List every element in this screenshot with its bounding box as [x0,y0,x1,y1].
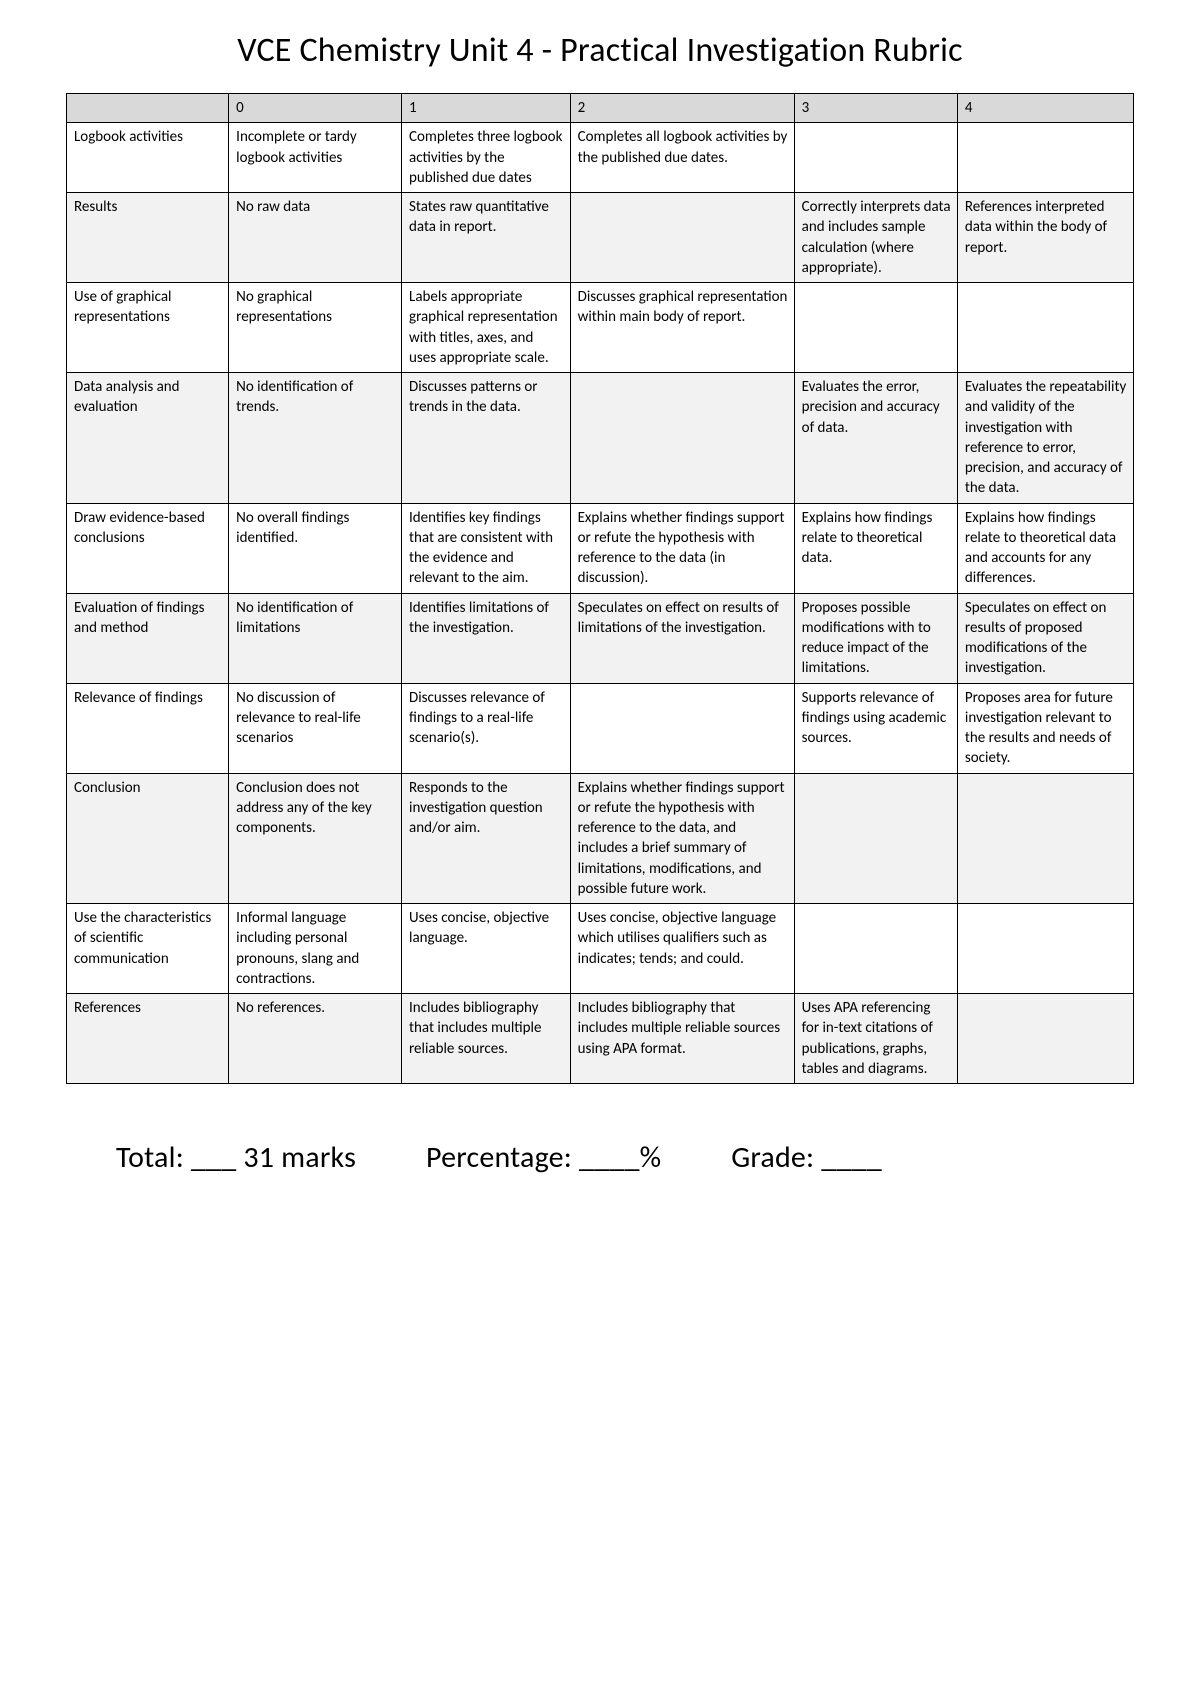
level-cell [794,123,957,193]
table-row: Use of graphical representationsNo graph… [67,283,1134,373]
level-cell [957,283,1133,373]
percentage-label: Percentage: ____% [426,1139,661,1176]
level-cell: Completes three logbook activities by th… [402,123,571,193]
level-cell: Speculates on effect on results of limit… [570,593,794,683]
level-cell: No overall findings identified. [229,503,402,593]
level-cell: Uses concise, objective language which u… [570,904,794,994]
level-cell: Correctly interprets data and includes s… [794,193,957,283]
level-cell: Identifies limitations of the investigat… [402,593,571,683]
level-cell: No identification of trends. [229,373,402,504]
level-cell: No raw data [229,193,402,283]
level-cell: No identification of limitations [229,593,402,683]
table-row: ConclusionConclusion does not address an… [67,773,1134,904]
criterion-cell: Data analysis and evaluation [67,373,229,504]
level-cell: Discusses patterns or trends in the data… [402,373,571,504]
level-cell: Explains how findings relate to theoreti… [957,503,1133,593]
level-cell: References interpreted data within the b… [957,193,1133,283]
level-cell [957,123,1133,193]
level-cell: No graphical representations [229,283,402,373]
level-cell: Uses APA referencing for in-text citatio… [794,994,957,1084]
level-cell [794,283,957,373]
level-cell: Proposes possible modifications with to … [794,593,957,683]
level-cell: Evaluates the repeatability and validity… [957,373,1133,504]
table-row: Logbook activitiesIncomplete or tardy lo… [67,123,1134,193]
table-row: Relevance of findingsNo discussion of re… [67,683,1134,773]
table-row: Use the characteristics of scientific co… [67,904,1134,994]
table-row: ReferencesNo references.Includes bibliog… [67,994,1134,1084]
level-cell [957,994,1133,1084]
level-cell [570,683,794,773]
level-cell: Supports relevance of findings using aca… [794,683,957,773]
level-cell: Proposes area for future investigation r… [957,683,1133,773]
level-cell: Speculates on effect on results of propo… [957,593,1133,683]
level-cell: No references. [229,994,402,1084]
col-header: 4 [957,94,1133,123]
criterion-cell: Evaluation of findings and method [67,593,229,683]
level-cell: No discussion of relevance to real-life … [229,683,402,773]
criterion-cell: Relevance of findings [67,683,229,773]
level-cell: Incomplete or tardy logbook activities [229,123,402,193]
criterion-cell: Conclusion [67,773,229,904]
level-cell: Evaluates the error, precision and accur… [794,373,957,504]
level-cell [794,904,957,994]
level-cell [570,193,794,283]
table-row: Draw evidence-based conclusionsNo overal… [67,503,1134,593]
level-cell: Completes all logbook activities by the … [570,123,794,193]
col-header [67,94,229,123]
col-header: 2 [570,94,794,123]
criterion-cell: References [67,994,229,1084]
level-cell: Explains whether findings support or ref… [570,773,794,904]
level-cell: Identifies key findings that are consist… [402,503,571,593]
score-footer: Total: ___ 31 marks Percentage: ____% Gr… [66,1139,1134,1176]
total-label: Total: ___ 31 marks [116,1139,356,1176]
level-cell: Uses concise, objective language. [402,904,571,994]
level-cell: States raw quantitative data in report. [402,193,571,283]
table-row: ResultsNo raw dataStates raw quantitativ… [67,193,1134,283]
level-cell: Responds to the investigation question a… [402,773,571,904]
criterion-cell: Use the characteristics of scientific co… [67,904,229,994]
level-cell: Explains how findings relate to theoreti… [794,503,957,593]
table-row: Evaluation of findings and methodNo iden… [67,593,1134,683]
table-row: Data analysis and evaluationNo identific… [67,373,1134,504]
level-cell: Conclusion does not address any of the k… [229,773,402,904]
grade-label: Grade: ____ [731,1139,882,1176]
page-title: VCE Chemistry Unit 4 - Practical Investi… [66,30,1134,71]
level-cell [570,373,794,504]
table-header-row: 0 1 2 3 4 [67,94,1134,123]
criterion-cell: Logbook activities [67,123,229,193]
col-header: 0 [229,94,402,123]
criterion-cell: Use of graphical representations [67,283,229,373]
col-header: 3 [794,94,957,123]
level-cell: Explains whether findings support or ref… [570,503,794,593]
criterion-cell: Draw evidence-based conclusions [67,503,229,593]
level-cell: Labels appropriate graphical representat… [402,283,571,373]
level-cell: Informal language including personal pro… [229,904,402,994]
level-cell: Includes bibliography that includes mult… [570,994,794,1084]
level-cell [957,904,1133,994]
criterion-cell: Results [67,193,229,283]
rubric-table: 0 1 2 3 4 Logbook activitiesIncomplete o… [66,93,1134,1084]
level-cell: Discusses graphical representation withi… [570,283,794,373]
level-cell: Includes bibliography that includes mult… [402,994,571,1084]
level-cell: Discusses relevance of findings to a rea… [402,683,571,773]
level-cell [794,773,957,904]
col-header: 1 [402,94,571,123]
level-cell [957,773,1133,904]
